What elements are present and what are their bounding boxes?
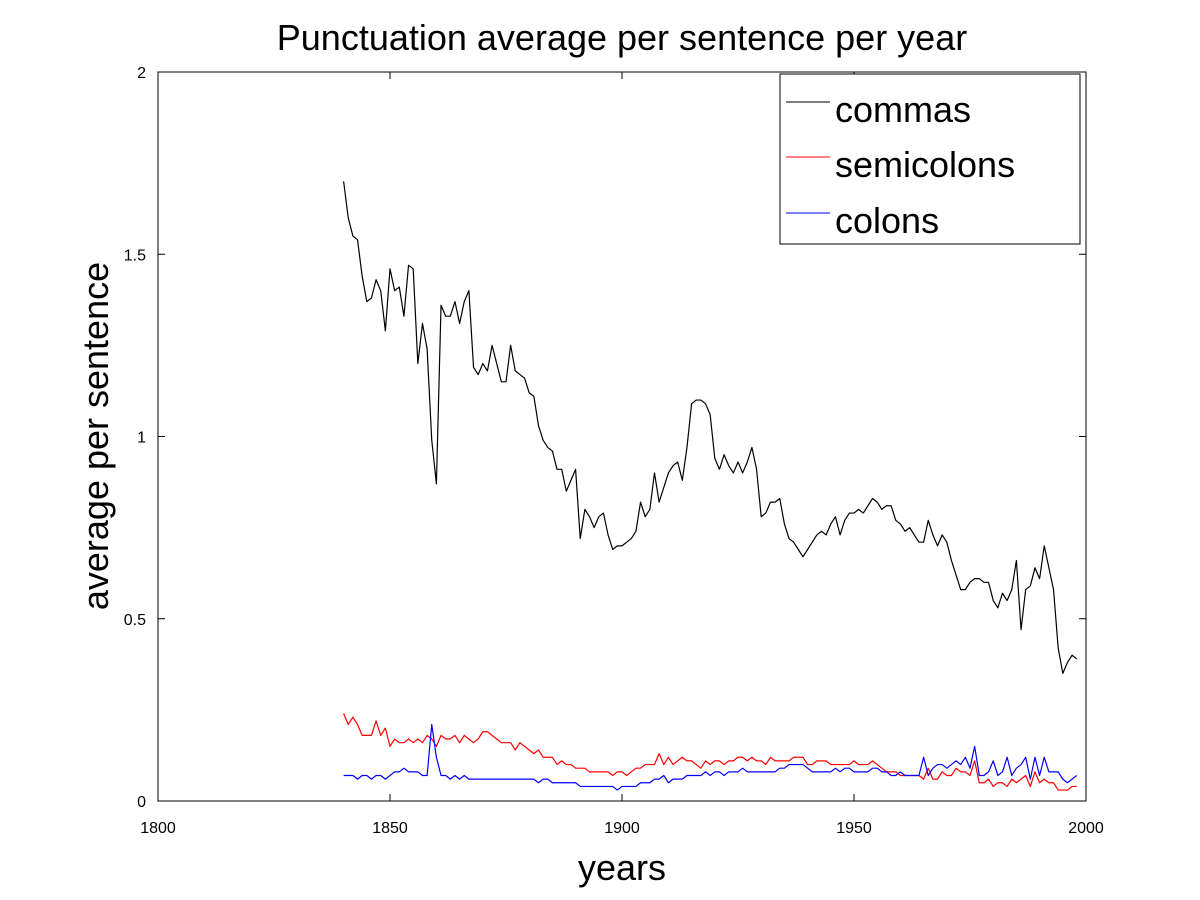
x-tick-label: 1900 bbox=[604, 820, 640, 837]
y-tick-label: 1 bbox=[137, 430, 146, 447]
y-axis-label: average per sentence bbox=[75, 262, 116, 610]
series-line-commas bbox=[343, 181, 1078, 675]
x-tick-label: 1850 bbox=[372, 820, 408, 837]
series-lines bbox=[343, 181, 1078, 791]
series-line-semicolons bbox=[343, 713, 1077, 791]
series-line-colons bbox=[343, 723, 1078, 791]
x-tick-label: 1800 bbox=[140, 820, 176, 837]
y-tick-label: 2 bbox=[137, 65, 146, 82]
legend-label-commas: commas bbox=[835, 89, 971, 130]
y-tick-label: 0.5 bbox=[124, 612, 146, 629]
axis-tick-labels: 1800 1850 1900 1950 2000 0 0.5 1 1.5 2 bbox=[124, 65, 1104, 837]
legend-label-semicolons: semicolons bbox=[835, 144, 1015, 185]
y-tick-label: 1.5 bbox=[124, 247, 146, 264]
x-axis-label: years bbox=[578, 847, 666, 888]
y-tick-label: 0 bbox=[137, 794, 146, 811]
legend: commas semicolons colons bbox=[779, 73, 1081, 245]
plot-area: 1800 1850 1900 1950 2000 0 0.5 1 1.5 2 bbox=[124, 65, 1104, 837]
x-tick-label: 2000 bbox=[1068, 820, 1104, 837]
axis-ticks bbox=[157, 71, 1087, 802]
chart-title: Punctuation average per sentence per yea… bbox=[277, 17, 967, 58]
legend-label-colons: colons bbox=[835, 200, 939, 241]
x-tick-label: 1950 bbox=[836, 820, 872, 837]
